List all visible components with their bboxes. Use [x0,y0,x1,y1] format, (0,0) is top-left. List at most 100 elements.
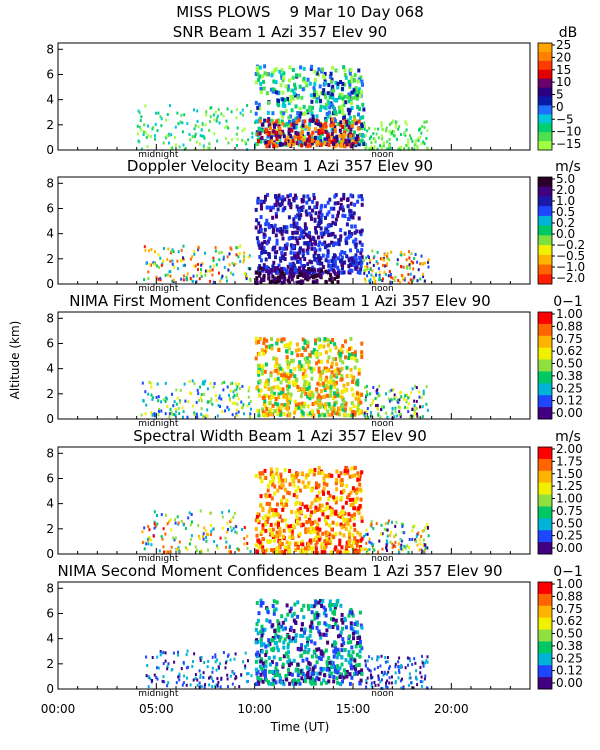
data-cell [200,128,203,132]
data-cell [356,89,360,94]
data-cell [280,251,284,256]
data-cell [281,97,285,102]
data-cell [329,340,333,345]
data-cell [284,651,288,656]
data-cell [315,142,319,147]
data-cell [353,353,357,358]
data-cell [329,206,333,211]
data-cell [359,267,363,272]
data-cell [268,254,271,259]
data-cell [402,276,405,280]
data-cell [216,114,219,118]
data-cell [334,545,338,550]
data-cell [332,122,336,126]
data-cell [331,117,335,122]
data-cell [330,280,334,285]
colorbar-label: 15 [556,63,571,77]
data-cell [294,502,298,506]
data-cell [157,395,160,399]
data-cell [310,141,314,146]
data-cell [388,270,391,273]
data-cell [339,350,343,355]
data-cell [368,271,370,274]
data-cell [347,258,351,263]
data-cell [329,389,333,393]
data-cell [355,543,359,548]
data-cell [273,629,277,633]
data-cell [329,512,333,517]
data-cell [323,546,326,551]
data-cell [340,617,344,622]
data-cell [321,242,325,247]
data-cell [278,196,281,201]
data-cell [265,91,269,96]
data-cell [259,532,263,536]
data-cell [348,347,351,351]
data-cell [283,252,287,257]
data-cell [298,257,302,262]
data-cell [292,221,296,226]
data-cell [292,658,296,663]
data-cell [231,682,234,686]
data-cell [194,673,197,677]
data-cell [280,119,284,124]
data-cell [380,670,383,674]
data-cell [307,267,311,271]
data-cell [296,131,300,136]
data-cell [303,368,307,373]
data-cell [424,526,427,530]
data-cell [362,134,366,138]
data-cell [307,365,311,370]
data-cell [322,88,326,93]
data-cell [283,197,287,202]
data-cell [305,657,309,662]
data-cell [416,144,419,148]
data-cell [372,527,375,531]
data-cell [296,646,300,651]
data-cell [357,400,361,405]
data-cell [148,263,151,267]
data-cell [350,224,354,229]
data-cell [351,215,355,220]
data-cell [221,515,224,519]
data-cell [373,255,376,259]
data-cell [280,680,284,685]
data-cell [355,622,359,627]
data-cell [357,549,361,553]
data-cell [406,406,409,410]
colorbar-segment [538,641,552,654]
data-cell [203,136,206,140]
data-cell [182,410,185,414]
data-cell [196,683,199,687]
data-cell [305,108,309,113]
data-cell [397,279,400,282]
data-cell [336,265,340,270]
data-cell [160,117,163,121]
data-cell [317,655,321,660]
panel-unit: m/s [555,429,581,445]
data-cell [300,130,304,135]
data-cell [326,224,330,228]
data-cell [267,252,271,257]
data-cell [340,525,344,530]
data-cell [261,628,265,633]
data-cell [220,276,223,280]
data-cell [254,356,258,361]
data-cell [294,510,298,515]
data-cell [269,472,273,477]
data-cell [400,251,403,254]
data-cell [358,649,362,654]
data-cell [326,385,330,390]
data-cell [393,134,396,138]
data-cell [313,678,317,683]
data-cell [178,672,181,676]
data-cell [245,277,248,281]
data-cell [336,85,340,90]
data-cell [355,496,359,501]
data-cell [230,529,233,533]
data-cell [286,87,290,92]
data-cell [357,112,360,117]
data-cell [260,479,264,484]
data-cell [284,141,288,146]
data-cell [325,482,329,487]
